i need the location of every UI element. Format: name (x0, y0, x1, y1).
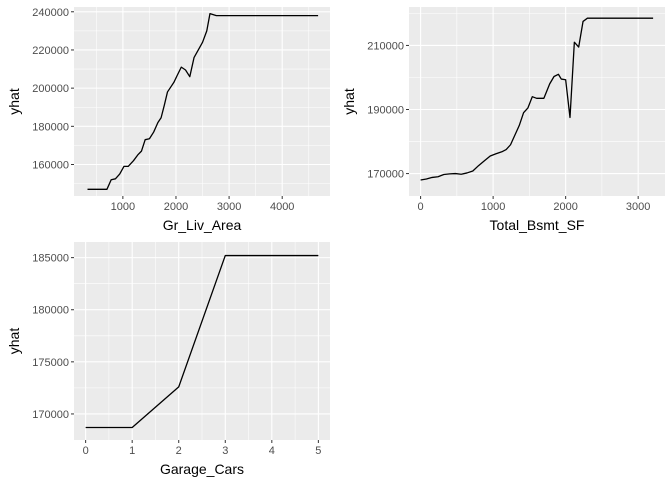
panel-background (74, 7, 330, 196)
y-tick-label: 170000 (32, 409, 69, 421)
y-tick-label: 210000 (367, 40, 404, 52)
x-tick-label: 1000 (481, 201, 505, 213)
y-tick-label: 185000 (32, 253, 69, 265)
x-tick-label: 5 (315, 445, 321, 457)
x-axis-title: Total_Bsmt_SF (490, 217, 585, 233)
panel-background (409, 7, 665, 196)
x-tick-label: 2000 (164, 201, 188, 213)
y-tick-label: 220000 (32, 45, 69, 57)
x-tick-label: 4000 (270, 201, 294, 213)
x-axis-title: Gr_Liv_Area (163, 217, 242, 233)
x-tick-label: 0 (418, 201, 424, 213)
series-line (420, 17, 654, 181)
x-tick-label: 1000 (111, 201, 135, 213)
x-tick-label: 2000 (553, 201, 577, 213)
x-tick-label: 3000 (626, 201, 650, 213)
x-tick-label: 0 (83, 445, 89, 457)
chart-total-bsmt-sf: 0 1000 2000 3000 170000 190000 210000 Total_Bsm… (341, 7, 665, 233)
y-tick-label: 240000 (32, 7, 69, 19)
x-tick-label: 1 (129, 445, 135, 457)
y-tick-label: 180000 (32, 305, 69, 317)
chart-gr-liv-area: 1000 2000 3000 4000 160000 180000 200000 220000… (6, 7, 330, 233)
y-tick-label: 170000 (367, 169, 404, 181)
chart-garage-cars: 0 1 2 3 4 5 170000 175000 180000 185000 Garage_Car… (6, 242, 330, 477)
y-axis-title: yhat (341, 88, 357, 115)
y-tick-label: 160000 (32, 160, 69, 172)
y-tick-label: 180000 (32, 121, 69, 133)
x-tick-label: 3000 (217, 201, 241, 213)
series-line (85, 254, 319, 429)
y-axis-title: yhat (6, 88, 22, 115)
y-tick-label: 175000 (32, 357, 69, 369)
series-line (87, 13, 319, 190)
x-tick-label: 3 (222, 445, 228, 457)
y-axis-title: yhat (6, 328, 22, 355)
y-tick-label: 190000 (367, 105, 404, 117)
y-tick-label: 200000 (32, 83, 69, 95)
x-tick-label: 4 (269, 445, 275, 457)
x-tick-label: 2 (176, 445, 182, 457)
x-axis-title: Garage_Cars (160, 461, 244, 477)
